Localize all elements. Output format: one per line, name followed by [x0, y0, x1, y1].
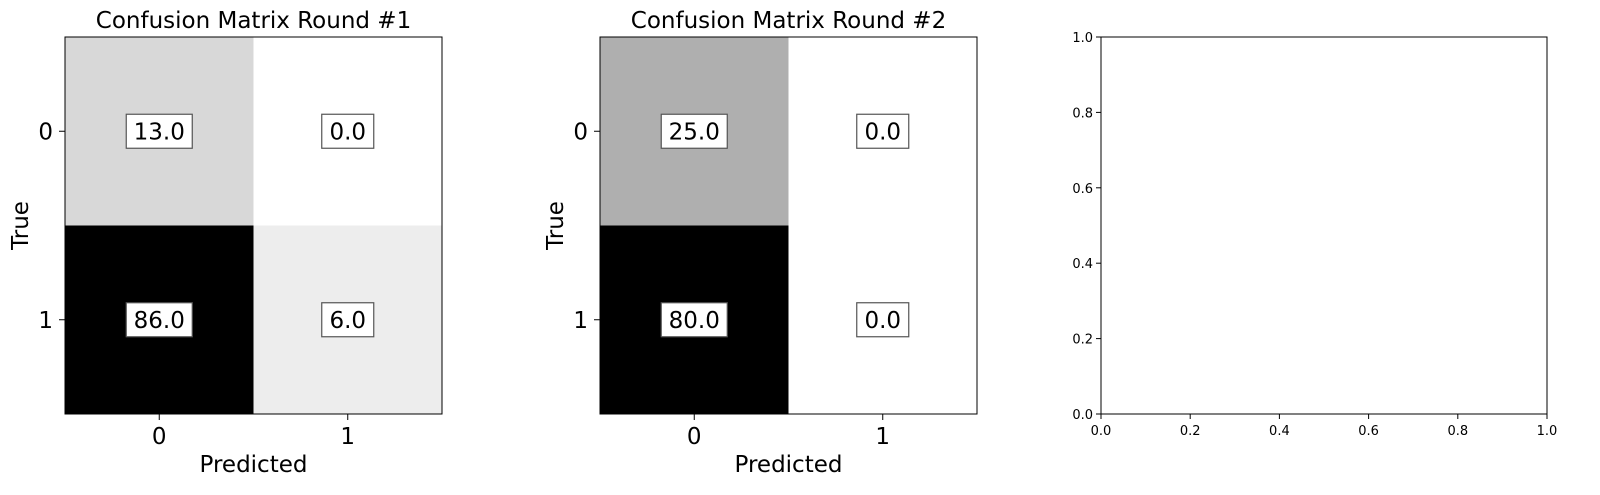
cell-value-label-1-0: 86.0 — [134, 308, 185, 334]
cell-value-label-0-1: 0.0 — [864, 119, 901, 145]
y-axis-label: True — [8, 201, 34, 251]
y-tick-label: 0 — [573, 119, 588, 145]
cell-value-label-1-0: 80.0 — [669, 308, 720, 334]
cell-label-box-0-1 — [856, 113, 910, 149]
cell-label-box-1-1 — [856, 302, 910, 338]
x-tick-label: 0.0 — [1091, 424, 1112, 439]
cell-label-box-1-1 — [321, 302, 375, 338]
y-tick-label: 1.0 — [1072, 31, 1093, 46]
cell-value-label-0-1: 0.0 — [329, 119, 366, 145]
cell-label-box-1-0 — [660, 302, 728, 338]
y-tick-label: 0.6 — [1072, 182, 1093, 197]
cell-value-label-0-0: 13.0 — [134, 119, 185, 145]
x-tick-label: 0.6 — [1358, 424, 1379, 439]
y-tick-label: 1 — [573, 308, 588, 334]
y-tick-label: 0 — [38, 119, 53, 145]
cell-value-label-1-1: 6.0 — [329, 308, 366, 334]
x-tick-label: 1.0 — [1537, 424, 1558, 439]
cell-label-box-0-0 — [660, 113, 728, 149]
cell-label-box-1-0 — [125, 302, 193, 338]
x-tick-label: 1 — [875, 424, 890, 450]
x-axis-label: Predicted — [200, 452, 308, 478]
cell-label-box-0-1 — [321, 113, 375, 149]
x-tick-label: 0 — [687, 424, 702, 450]
chart-title: Confusion Matrix Round #1 — [96, 8, 411, 34]
y-tick-label: 0.2 — [1072, 333, 1093, 348]
x-tick-label: 1 — [340, 424, 355, 450]
empty-axes: 0.0 0.2 0.4 0.6 0.8 1.0 0.0 0.2 0.4 0.6 0.8 1.0 — [1072, 31, 1557, 439]
cell-label-box-0-0 — [125, 113, 193, 149]
chart-title: Confusion Matrix Round #2 — [631, 8, 946, 34]
x-axis-label: Predicted — [735, 452, 843, 478]
y-tick-label: 0.0 — [1072, 408, 1093, 423]
axes-frame — [1100, 36, 1548, 415]
cell-value-label-0-0: 25.0 — [669, 119, 720, 145]
y-tick-label: 0.4 — [1072, 257, 1093, 272]
x-tick-label: 0.4 — [1269, 424, 1290, 439]
cell-value-label-1-1: 0.0 — [864, 308, 901, 334]
y-axis-label: True — [543, 201, 569, 251]
confusion-matrix-1: 13.0 0.0 86.0 6.0 0 1 0 1 Confusion Matrix Round… — [8, 8, 443, 478]
x-tick-label: 0.2 — [1180, 424, 1201, 439]
axes-frame — [64, 36, 443, 415]
axes-frame — [599, 36, 978, 415]
y-tick-label: 1 — [38, 308, 53, 334]
x-tick-label: 0 — [152, 424, 167, 450]
x-tick-label: 0.8 — [1447, 424, 1468, 439]
confusion-matrix-2: 25.0 0.0 80.0 0.0 0 1 0 1 Confusion Matrix Round… — [543, 8, 978, 478]
y-tick-label: 0.8 — [1072, 106, 1093, 121]
